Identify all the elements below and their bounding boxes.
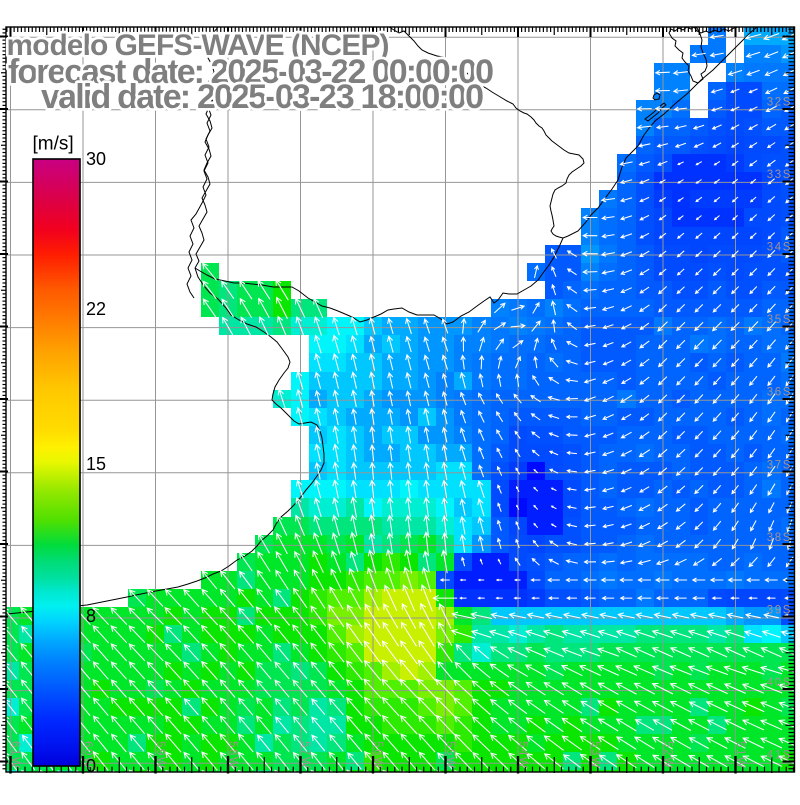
svg-text:39S: 39S bbox=[767, 605, 792, 617]
svg-text:61W: 61W bbox=[9, 741, 21, 769]
svg-text:51W: 51W bbox=[734, 741, 746, 769]
svg-text:15: 15 bbox=[86, 454, 106, 474]
svg-text:34S: 34S bbox=[767, 242, 792, 254]
svg-text:valid date: 2025-03-23 18:00:0: valid date: 2025-03-23 18:00:00 bbox=[41, 78, 484, 116]
svg-text:forecast date: 2025-03-22 00:0: forecast date: 2025-03-22 00:00:00 bbox=[8, 53, 494, 91]
svg-text:32S: 32S bbox=[767, 96, 792, 108]
svg-text:8: 8 bbox=[86, 606, 96, 626]
svg-text:57W: 57W bbox=[299, 741, 311, 769]
svg-text:55W: 55W bbox=[444, 741, 456, 769]
svg-text:[m/s]: [m/s] bbox=[33, 134, 74, 155]
svg-text:33S: 33S bbox=[767, 169, 792, 181]
svg-text:38S: 38S bbox=[767, 532, 792, 544]
svg-text:56W: 56W bbox=[372, 741, 384, 769]
svg-text:53W: 53W bbox=[589, 741, 601, 769]
svg-text:52W: 52W bbox=[662, 741, 674, 769]
svg-text:60W: 60W bbox=[82, 741, 94, 769]
svg-text:30: 30 bbox=[86, 149, 106, 169]
svg-text:54W: 54W bbox=[517, 741, 529, 769]
svg-text:37S: 37S bbox=[767, 459, 792, 471]
svg-text:0: 0 bbox=[86, 756, 96, 776]
svg-text:modelo GEFS-WAVE (NCEP): modelo GEFS-WAVE (NCEP) bbox=[7, 29, 390, 62]
svg-text:40S: 40S bbox=[767, 677, 792, 689]
svg-text:59W: 59W bbox=[154, 741, 166, 769]
svg-text:58W: 58W bbox=[227, 741, 239, 769]
svg-text:41S: 41S bbox=[767, 750, 792, 762]
svg-text:35S: 35S bbox=[767, 314, 792, 326]
svg-text:36S: 36S bbox=[767, 387, 792, 399]
svg-text:22: 22 bbox=[86, 299, 106, 319]
